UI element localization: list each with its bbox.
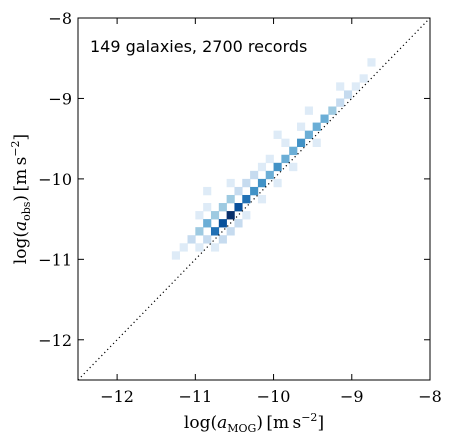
heatmap-cell <box>273 162 282 172</box>
x-tick-label: −8 <box>418 387 442 406</box>
heatmap-cell <box>195 243 204 252</box>
heatmap-cell <box>273 130 282 139</box>
x-axis-label-var: a <box>217 413 227 433</box>
y-axis-label: log(aobs) [m s−2] <box>9 134 33 264</box>
heatmap-cell <box>273 178 282 188</box>
heatmap-cell <box>250 186 259 196</box>
y-axis-label-close: ] <box>11 134 31 141</box>
heatmap-cell <box>297 122 306 131</box>
heatmap-cell <box>242 178 251 188</box>
x-tick-label: −10 <box>257 387 291 406</box>
heatmap-cell <box>257 162 267 172</box>
heatmap-cell <box>195 211 204 220</box>
heatmap-cell <box>336 98 345 107</box>
heatmap-cell <box>226 194 235 204</box>
heatmap-cell <box>343 90 353 99</box>
heatmap-cell <box>187 235 196 244</box>
heatmap-cell <box>351 82 360 91</box>
heatmap-cell <box>281 154 290 164</box>
heatmap-cell <box>359 74 368 83</box>
heatmap-cell <box>297 138 306 148</box>
y-tick-label: −12 <box>38 331 72 350</box>
heatmap-cell <box>320 114 329 123</box>
heatmap-cell <box>226 227 235 236</box>
x-axis-label-prefix: log( <box>184 413 217 433</box>
heatmap-cell <box>203 219 212 228</box>
heatmap-cell <box>250 170 259 180</box>
x-axis-label: log(aMOG) [m s−2] <box>184 411 324 435</box>
y-tick-label: −11 <box>38 250 72 269</box>
chart-annotation: 149 galaxies, 2700 records <box>90 37 307 56</box>
heatmap-cell <box>281 138 290 148</box>
heatmap-cell <box>203 235 212 244</box>
heatmap-cell <box>289 146 298 156</box>
y-axis-label-var: a <box>11 221 31 231</box>
heatmap-cell <box>171 251 180 260</box>
heatmap-cell <box>289 162 298 172</box>
heatmap-cell <box>242 211 251 220</box>
one-to-one-reference-line <box>77 17 431 381</box>
x-tick-label: −11 <box>178 387 212 406</box>
heatmap-cell <box>328 106 337 115</box>
x-axis-label-sup: −2 <box>301 411 317 424</box>
y-axis-label-prefix: log( <box>11 231 31 264</box>
heatmap-cell <box>210 211 220 220</box>
plot-area-frame <box>77 17 431 381</box>
y-axis-label-sup: −2 <box>9 140 22 156</box>
heatmap-cell <box>195 227 204 236</box>
y-tick-label: −9 <box>48 89 72 108</box>
heatmap-cell <box>234 219 243 228</box>
heatmap-cell <box>226 211 235 220</box>
heatmap-cell <box>257 194 267 204</box>
heatmap-cells <box>171 58 376 260</box>
heatmap-cell <box>312 122 321 131</box>
heatmap-cell <box>367 58 376 67</box>
heatmap-cell <box>265 170 274 180</box>
y-tick-label: −8 <box>48 9 72 28</box>
heatmap-cell <box>242 194 251 204</box>
x-axis-label-suffix: ) [m s <box>256 413 301 433</box>
x-tick-label: −12 <box>100 387 134 406</box>
heatmap-cell <box>312 138 321 148</box>
y-tick-label: −10 <box>38 170 72 189</box>
heatmap-cell <box>210 227 220 236</box>
heatmap-cell <box>304 106 313 115</box>
heatmap-cell <box>203 203 212 212</box>
heatmap-cell <box>226 178 235 188</box>
heatmap-cell <box>203 186 212 196</box>
x-tick-label: −9 <box>340 387 364 406</box>
heatmap-cell <box>218 203 227 212</box>
heatmap-cell <box>234 203 243 212</box>
x-axis-label-sub: MOG <box>227 422 256 435</box>
heatmap-cell <box>210 243 220 252</box>
heatmap-cell <box>304 130 313 139</box>
heatmap-cell <box>257 178 267 188</box>
heatmap-cell <box>218 219 227 228</box>
heatmap-cell <box>336 82 345 91</box>
heatmap-cell <box>218 235 227 244</box>
y-axis-label-suffix: ) [m s <box>11 157 31 202</box>
y-axis-label-sub: obs <box>20 201 33 221</box>
heatmap-cell <box>234 186 243 196</box>
heatmap-cell <box>265 154 274 164</box>
heatmap-cell <box>179 243 188 252</box>
x-axis-label-close: ] <box>317 413 324 433</box>
axis-ticks: −12 −11 −10 −9 −8 −12 −11 −10 −9 −8 <box>38 9 442 406</box>
